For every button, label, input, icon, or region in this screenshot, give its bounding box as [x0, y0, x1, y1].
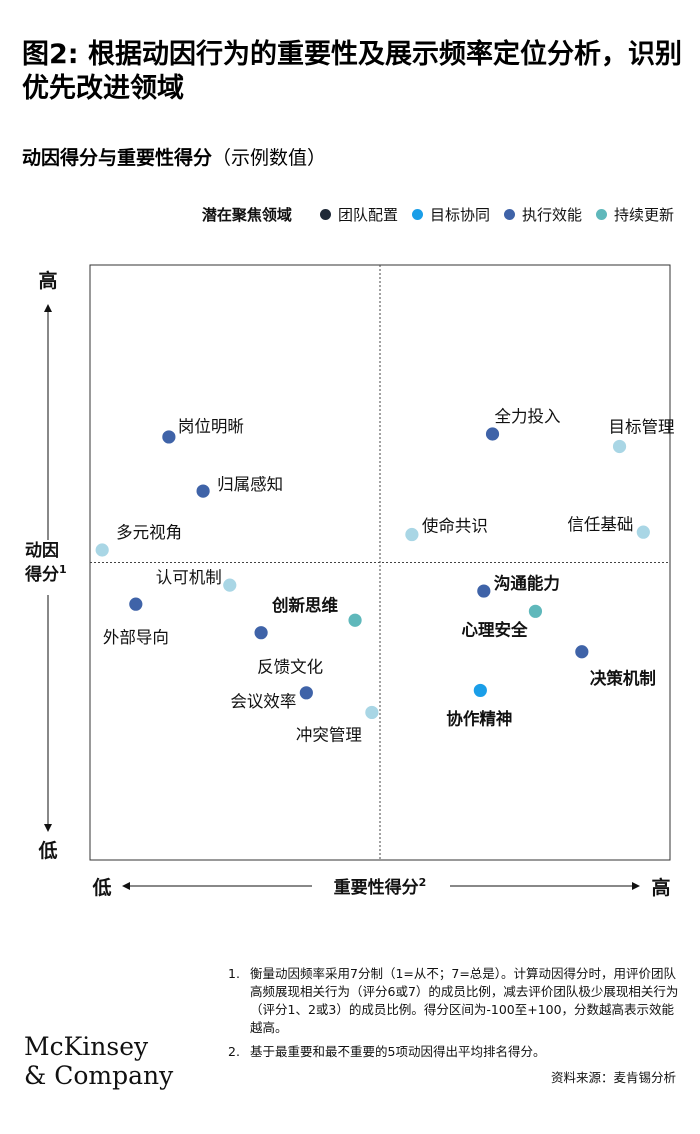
- data-point-label: 岗位明晰: [178, 417, 244, 436]
- y-axis-label-sup: 1: [59, 563, 67, 576]
- legend-label: 持续更新: [613, 206, 674, 224]
- legend-item-goal: 目标协同: [411, 204, 490, 225]
- data-point-label: 反馈文化: [257, 658, 323, 677]
- data-point: [635, 524, 651, 540]
- page-title: 图2: 根据动因行为的重要性及展示频率定位分析，识别优先改进领域: [22, 39, 682, 104]
- data-point-label: 协作精神: [446, 708, 512, 728]
- data-point: [472, 683, 488, 698]
- data-point: [404, 527, 420, 542]
- data-point: [347, 612, 363, 628]
- legend-dot-icon: [319, 209, 331, 220]
- data-point-label: 创新思维: [271, 595, 339, 615]
- legend-dot-icon: [595, 209, 607, 220]
- legend-item-execution: 执行效能: [503, 204, 582, 225]
- data-point-label: 认可机制: [156, 568, 222, 587]
- legend-label: 团队配置: [337, 206, 398, 224]
- source-note: 资料来源：麦肯锡分析: [550, 1070, 676, 1085]
- logo-line-2: & Company: [24, 1061, 174, 1090]
- y-axis-low-label: 低: [37, 839, 57, 862]
- subtitle-note: （示例数值）: [212, 147, 327, 169]
- data-point: [528, 603, 543, 619]
- y-axis-label-line1: 动因: [25, 541, 59, 561]
- scatter-chart: 高 动因得分1 低 低 重要性得分2 高 岗位明晰 全力投入目标管理归属感知使命共…: [24, 264, 675, 899]
- logo-line-1: McKinsey: [24, 1032, 149, 1061]
- data-point-label: 归属感知: [217, 475, 283, 494]
- footnote-number: 2.: [228, 1044, 240, 1059]
- data-point-label: 沟通能力: [494, 573, 560, 593]
- data-points: [94, 426, 651, 720]
- y-axis-label-line2: 得分: [24, 564, 59, 585]
- data-point-label: 会议效率: [230, 692, 296, 711]
- data-point-label: 全力投入: [495, 407, 561, 426]
- data-point-label: 信任基础: [567, 515, 633, 534]
- subtitle-main: 动因得分与重要性得分: [22, 147, 213, 169]
- data-point-label: 目标管理: [609, 417, 675, 436]
- legend-dot-icon: [503, 209, 515, 220]
- data-point-label: 决策机制: [590, 668, 656, 688]
- legend-title: 潜在聚焦领域: [201, 206, 292, 224]
- legend-item-team: 团队配置: [319, 204, 398, 225]
- footnote-1: 1. 衡量动因频率采用7分制（1=从不；7=总是）。计算动因得分时，用评价团队高频…: [228, 965, 680, 1037]
- data-point: [161, 429, 177, 445]
- footnote-number: 1.: [228, 966, 240, 981]
- x-axis-low-label: 低: [91, 876, 111, 899]
- data-point: [94, 542, 110, 558]
- legend-label: 执行效能: [521, 206, 582, 224]
- data-point: [612, 439, 627, 454]
- legend: 潜在聚焦领域 团队配置 目标协同 执行效能 持续更新: [202, 204, 674, 225]
- data-point-label: 多元视角: [116, 523, 182, 542]
- mckinsey-logo: McKinsey & Company: [24, 1032, 173, 1090]
- x-axis-high-label: 高: [651, 876, 670, 899]
- data-point: [574, 644, 590, 660]
- data-point: [253, 625, 269, 641]
- x-axis-label-text: 重要性得分: [334, 877, 419, 898]
- data-point: [476, 583, 492, 599]
- x-axis-label: 重要性得分2: [334, 876, 427, 898]
- legend-label: 目标协同: [429, 206, 490, 224]
- footnote-2: 2. 基于最重要和最不重要的5项动因得出平均排名得分。: [228, 1043, 680, 1061]
- x-axis-label-sup: 2: [419, 876, 427, 889]
- footnote-text: 衡量动因频率采用7分制（1=从不；7=总是）。计算动因得分时，用评价团队高频展现…: [250, 966, 679, 1035]
- footnote-text: 基于最重要和最不重要的5项动因得出平均排名得分。: [250, 1044, 546, 1059]
- data-point-label: 心理安全: [461, 619, 528, 639]
- legend-dot-icon: [411, 209, 423, 220]
- y-axis-high-label: 高: [38, 269, 57, 292]
- y-axis-label: 动因得分1: [24, 541, 67, 585]
- data-point: [364, 705, 380, 720]
- data-point: [222, 577, 238, 593]
- data-point-label: 冲突管理: [296, 725, 362, 744]
- data-point: [195, 483, 211, 499]
- data-point-label: 外部导向: [103, 628, 169, 647]
- data-point-label: 使命共识: [422, 517, 488, 536]
- data-point: [485, 426, 500, 442]
- footnotes: 1. 衡量动因频率采用7分制（1=从不；7=总是）。计算动因得分时，用评价团队高频…: [228, 965, 680, 1067]
- chart-subtitle: 动因得分与重要性得分（示例数值）: [22, 143, 326, 170]
- data-point: [128, 596, 144, 612]
- legend-item-renewal: 持续更新: [595, 204, 674, 225]
- data-point: [298, 685, 314, 701]
